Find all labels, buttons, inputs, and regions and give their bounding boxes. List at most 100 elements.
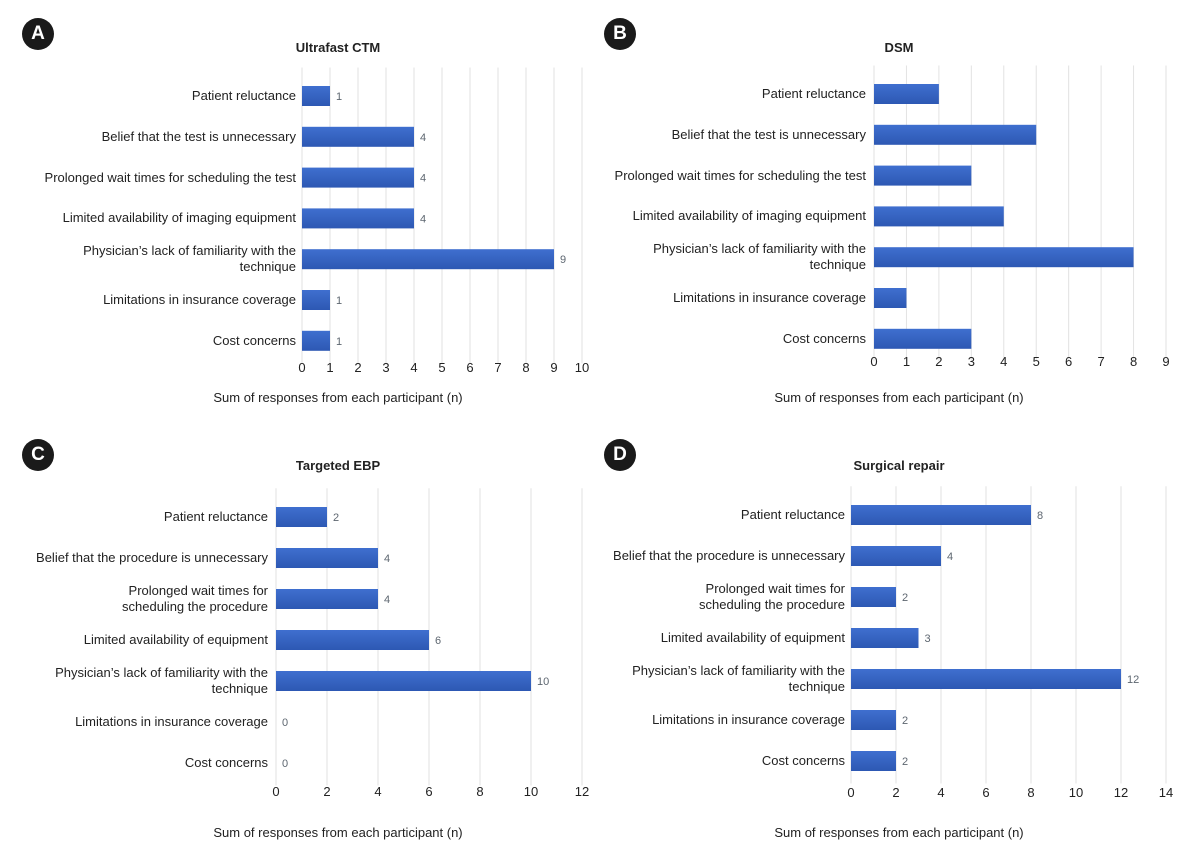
bar — [874, 288, 907, 308]
x-tick-label: 10 — [524, 784, 538, 799]
bar — [276, 589, 378, 609]
category-label: Physician’s lack of familiarity with the… — [83, 243, 296, 275]
x-tick-label: 7 — [494, 360, 501, 375]
category-label: Physician’s lack of familiarity with the… — [55, 665, 268, 696]
bar — [302, 86, 330, 106]
data-label: 1 — [336, 295, 342, 307]
x-tick-label: 6 — [1065, 354, 1072, 369]
x-tick-label: 7 — [1097, 354, 1104, 369]
bar — [276, 507, 327, 527]
data-label: 10 — [537, 676, 549, 688]
x-tick-label: 5 — [1033, 354, 1040, 369]
x-tick-label: 14 — [1159, 785, 1173, 800]
chart-title: Surgical repair — [853, 458, 945, 473]
category-label: Prolonged wait times for scheduling the p… — [699, 581, 845, 612]
category-label: Cost concerns — [761, 753, 845, 768]
category-label: Prolonged wait times for scheduling the p… — [122, 583, 268, 614]
bar — [302, 208, 414, 229]
x-tick-label: 3 — [968, 354, 975, 369]
bar — [276, 630, 429, 650]
data-label: 2 — [902, 715, 908, 727]
category-label: Limitations in insurance coverage — [673, 290, 866, 305]
category-label: Patient reluctance — [740, 507, 845, 522]
x-tick-label: 6 — [982, 785, 989, 800]
category-label: Limitations in insurance coverage — [652, 712, 845, 727]
data-label: 4 — [947, 551, 953, 563]
category-label: Limitations in insurance coverage — [103, 292, 296, 307]
x-axis-label: Sum of responses from each participant (… — [213, 825, 463, 840]
category-label: Belief that the procedure is unnecessary — [36, 550, 268, 565]
data-label: 2 — [902, 592, 908, 604]
x-tick-label: 1 — [903, 354, 910, 369]
bar — [276, 671, 531, 691]
x-tick-label: 8 — [476, 784, 483, 799]
data-label: 2 — [902, 756, 908, 768]
data-label: 1 — [336, 336, 342, 348]
bar — [851, 546, 941, 566]
x-tick-label: 0 — [272, 784, 279, 799]
chart-title: Ultrafast CTM — [295, 40, 381, 55]
data-label: 9 — [560, 254, 566, 266]
bar — [874, 206, 1004, 227]
bar — [302, 126, 414, 147]
bar — [851, 628, 919, 648]
x-tick-label: 0 — [870, 354, 877, 369]
category-label: Patient reluctance — [191, 88, 296, 103]
category-label: Patient reluctance — [761, 86, 866, 101]
x-tick-label: 2 — [892, 785, 899, 800]
category-label: Limited availability of imaging equipmen… — [632, 208, 866, 224]
data-label: 4 — [420, 132, 426, 144]
bar — [851, 751, 896, 771]
x-tick-label: 5 — [438, 360, 445, 375]
x-tick-label: 10 — [1069, 785, 1083, 800]
panel-badge: B — [604, 18, 636, 50]
bar — [302, 330, 330, 351]
x-tick-label: 2 — [323, 784, 330, 799]
data-label: 8 — [1037, 510, 1043, 522]
chart-title: Targeted EBP — [295, 458, 381, 473]
x-tick-label: 12 — [575, 784, 589, 799]
data-label: 4 — [420, 213, 426, 225]
data-label: 3 — [925, 633, 931, 645]
x-tick-label: 0 — [847, 785, 854, 800]
bar — [874, 165, 972, 186]
x-tick-label: 8 — [1130, 354, 1137, 369]
bar — [276, 548, 378, 568]
category-label: Belief that the test is unnecessary — [101, 128, 296, 144]
data-label: 4 — [420, 173, 426, 185]
x-tick-label: 6 — [425, 784, 432, 799]
bar — [851, 669, 1121, 689]
data-label: 2 — [333, 512, 339, 524]
category-label: Cost concerns — [782, 330, 866, 346]
category-label: Belief that the procedure is unnecessary — [613, 548, 845, 563]
category-label: Limited availability of equipment — [660, 630, 845, 645]
x-axis-label: Sum of responses from each participant (… — [213, 390, 463, 405]
panel-badge: D — [604, 439, 636, 471]
data-label: 4 — [384, 553, 390, 565]
x-axis-label: Sum of responses from each participant (… — [774, 390, 1024, 405]
x-tick-label: 9 — [550, 360, 557, 375]
x-tick-label: 12 — [1114, 785, 1128, 800]
x-tick-label: 1 — [326, 360, 333, 375]
x-tick-label: 0 — [298, 360, 305, 375]
panel-badge: C — [22, 439, 54, 471]
data-label: 4 — [384, 594, 390, 606]
x-tick-label: 6 — [466, 360, 473, 375]
bar — [874, 84, 939, 104]
category-label: Patient reluctance — [163, 509, 268, 524]
bar — [302, 167, 414, 188]
data-label: 1 — [336, 91, 342, 103]
x-tick-label: 3 — [382, 360, 389, 375]
bar — [874, 247, 1134, 268]
x-tick-label: 10 — [575, 360, 589, 375]
data-label: 12 — [1127, 674, 1139, 686]
